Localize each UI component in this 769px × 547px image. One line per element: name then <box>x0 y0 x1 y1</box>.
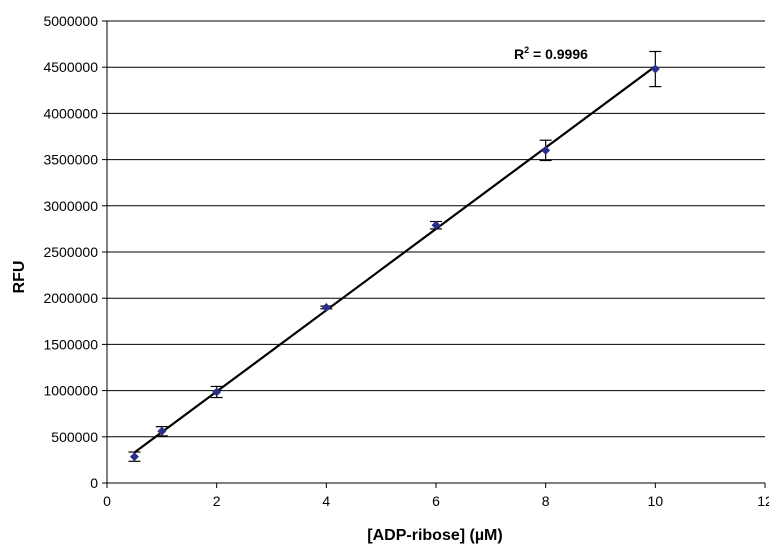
r-squared-r: R <box>514 46 524 62</box>
y-tick-label-7: 3500000 <box>43 152 98 168</box>
y-axis-title: RFU <box>11 261 28 294</box>
y-tick-label-10: 5000000 <box>43 13 98 29</box>
r-squared-value: = 0.9996 <box>529 46 588 62</box>
data-point <box>541 145 551 155</box>
y-tick-label-1: 500000 <box>51 429 98 445</box>
r-squared-superscript: 2 <box>524 45 529 55</box>
y-tick-label-0: 0 <box>90 475 98 491</box>
x-axis-title: [ADP-ribose] (µM) <box>367 527 502 544</box>
y-tick-label-5: 2500000 <box>43 244 98 260</box>
trendline <box>133 65 656 454</box>
data-point <box>212 387 222 397</box>
y-tick-label-2: 1000000 <box>43 383 98 399</box>
y-tick-label-4: 2000000 <box>43 290 98 306</box>
x-tick-label-1: 2 <box>213 493 221 509</box>
x-tick-label-2: 4 <box>322 493 330 509</box>
x-axis-ticks: 0 2 4 6 8 10 12 <box>103 483 769 509</box>
y-axis-ticks: 0 500000 1000000 1500000 2000000 2500000 30000… <box>43 13 107 491</box>
y-tick-label-9: 4500000 <box>43 59 98 75</box>
x-tick-label-4: 8 <box>542 493 550 509</box>
data-point <box>431 220 441 230</box>
data-point <box>321 302 331 312</box>
data-point <box>157 426 167 436</box>
x-tick-label-3: 6 <box>432 493 440 509</box>
y-tick-label-6: 3000000 <box>43 198 98 214</box>
data-point <box>650 64 660 74</box>
y-tick-label-8: 4000000 <box>43 105 98 121</box>
x-tick-label-0: 0 <box>103 493 111 509</box>
data-point <box>129 452 139 462</box>
x-tick-label-5: 10 <box>648 493 664 509</box>
data-points <box>129 64 660 462</box>
x-tick-label-6: 12 <box>757 493 769 509</box>
trendline-group <box>133 65 656 454</box>
y-tick-label-3: 1500000 <box>43 336 98 352</box>
r-squared-annotation: R2 = 0.9996 <box>514 45 588 62</box>
